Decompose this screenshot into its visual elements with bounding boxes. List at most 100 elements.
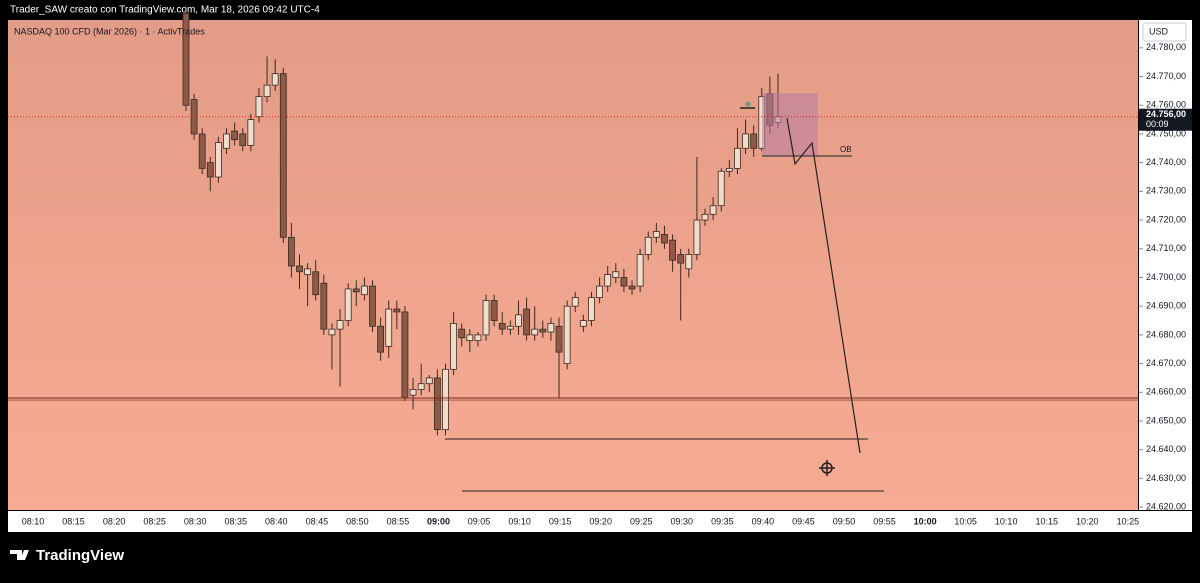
candle-body (263, 84, 271, 98)
y-tick-label: 24.770,00 (1146, 71, 1186, 81)
y-tick-label: 24.750,00 (1146, 128, 1186, 138)
candle-body (693, 219, 701, 255)
x-tick-label: 09:10 (508, 516, 531, 526)
candle-body (255, 96, 263, 118)
candle-body (344, 288, 352, 321)
symbol-title: NASDAQ 100 CFD (Mar 2026) · 1 · ActivTra… (14, 26, 205, 36)
candle-body (271, 73, 279, 86)
candle-body (734, 147, 741, 169)
y-tick-label: 24.660,00 (1146, 387, 1186, 397)
crosshair-icon (819, 460, 835, 476)
currency-box[interactable] (1142, 22, 1187, 42)
x-tick-label: 10:25 (1117, 516, 1140, 526)
x-tick-label: 08:55 (387, 516, 410, 526)
x-tick-label: 10:05 (954, 516, 977, 526)
candle-body (596, 285, 603, 298)
header-text: Trader_SAW creato con TradingView.com, M… (10, 5, 320, 16)
x-tick-label: 09:05 (468, 516, 491, 526)
candle-body (215, 142, 222, 178)
candle-body (669, 239, 676, 261)
x-tick-label: 09:45 (792, 516, 815, 526)
candle-body (717, 170, 725, 207)
time-axis (8, 511, 1192, 532)
candle-body (474, 334, 482, 342)
x-tick-label: 09:35 (711, 516, 734, 526)
candle-body (652, 231, 660, 238)
candle-body (247, 119, 255, 146)
y-tick-label: 24.620,00 (1146, 502, 1186, 512)
candle-body (223, 133, 230, 149)
candle-body (287, 236, 295, 267)
candle-body (644, 236, 652, 255)
countdown: 00:09 (1146, 119, 1169, 129)
brand-name: TradingView (36, 547, 124, 564)
candle-body (206, 162, 214, 178)
x-tick-label: 09:40 (752, 516, 775, 526)
x-tick-label: 08:40 (265, 516, 288, 526)
last-price-label: 24.756,00 (1146, 109, 1186, 119)
x-tick-label: 08:30 (184, 516, 207, 526)
candle-body (482, 300, 490, 336)
projection-path (786, 117, 861, 454)
ob-label: OB (840, 145, 852, 154)
y-tick-label: 24.780,00 (1146, 42, 1186, 52)
candle-body (393, 308, 401, 313)
y-tick-label: 24.650,00 (1146, 415, 1186, 425)
candle-body (425, 377, 433, 385)
x-tick-label: 08:50 (346, 516, 369, 526)
candle-body (555, 325, 563, 353)
x-tick-label: 08:15 (62, 516, 85, 526)
candle-body (661, 234, 668, 244)
candle-body (515, 314, 522, 327)
candle-body (677, 254, 685, 264)
x-tick-label: 10:00 (914, 516, 937, 526)
candle-body (360, 285, 368, 296)
y-tick-label: 24.690,00 (1146, 301, 1186, 311)
y-tick-label: 24.710,00 (1146, 243, 1186, 253)
y-tick-label: 24.670,00 (1146, 358, 1186, 368)
y-tick-label: 24.680,00 (1146, 329, 1186, 339)
y-tick-label: 24.760,00 (1146, 100, 1186, 110)
candle-body (442, 368, 449, 431)
x-tick-label: 09:55 (873, 516, 896, 526)
candle-body (369, 285, 376, 327)
candle-body (377, 325, 385, 353)
x-tick-label: 09:15 (549, 516, 572, 526)
marker-dot (745, 101, 751, 107)
candle-body (750, 133, 758, 149)
candle-body (466, 334, 474, 342)
x-tick-label: 08:10 (22, 516, 45, 526)
x-tick-label: 08:35 (224, 516, 247, 526)
candle-body (328, 328, 336, 336)
candle-body (239, 133, 247, 146)
candle-body (620, 277, 628, 287)
candle-body (312, 271, 320, 296)
candle-body (685, 254, 693, 270)
y-tick-label: 24.730,00 (1146, 186, 1186, 196)
candle-body (182, 12, 190, 106)
candle-body (628, 285, 636, 290)
candle-body (279, 73, 287, 238)
candle-body (385, 308, 393, 347)
candle-body (198, 133, 206, 169)
x-tick-label: 10:20 (1076, 516, 1099, 526)
currency: USD (1149, 26, 1169, 36)
candle-body (547, 323, 555, 333)
y-tick-label: 24.630,00 (1146, 473, 1186, 483)
x-tick-label: 08:20 (103, 516, 126, 526)
ob-box (762, 93, 818, 156)
candle-body (352, 288, 360, 293)
candle-body (320, 282, 328, 330)
candle-body (612, 271, 620, 278)
y-tick-label: 24.700,00 (1146, 272, 1186, 282)
candle-body (636, 254, 644, 287)
x-tick-label: 08:25 (143, 516, 166, 526)
candle-body (523, 308, 530, 336)
price-axis (1139, 20, 1192, 510)
candle-body (539, 328, 547, 333)
candle-body (709, 205, 717, 215)
candle-body (604, 274, 612, 287)
candle-body (506, 325, 514, 330)
x-tick-label: 10:10 (995, 516, 1018, 526)
candle-body (304, 268, 312, 276)
